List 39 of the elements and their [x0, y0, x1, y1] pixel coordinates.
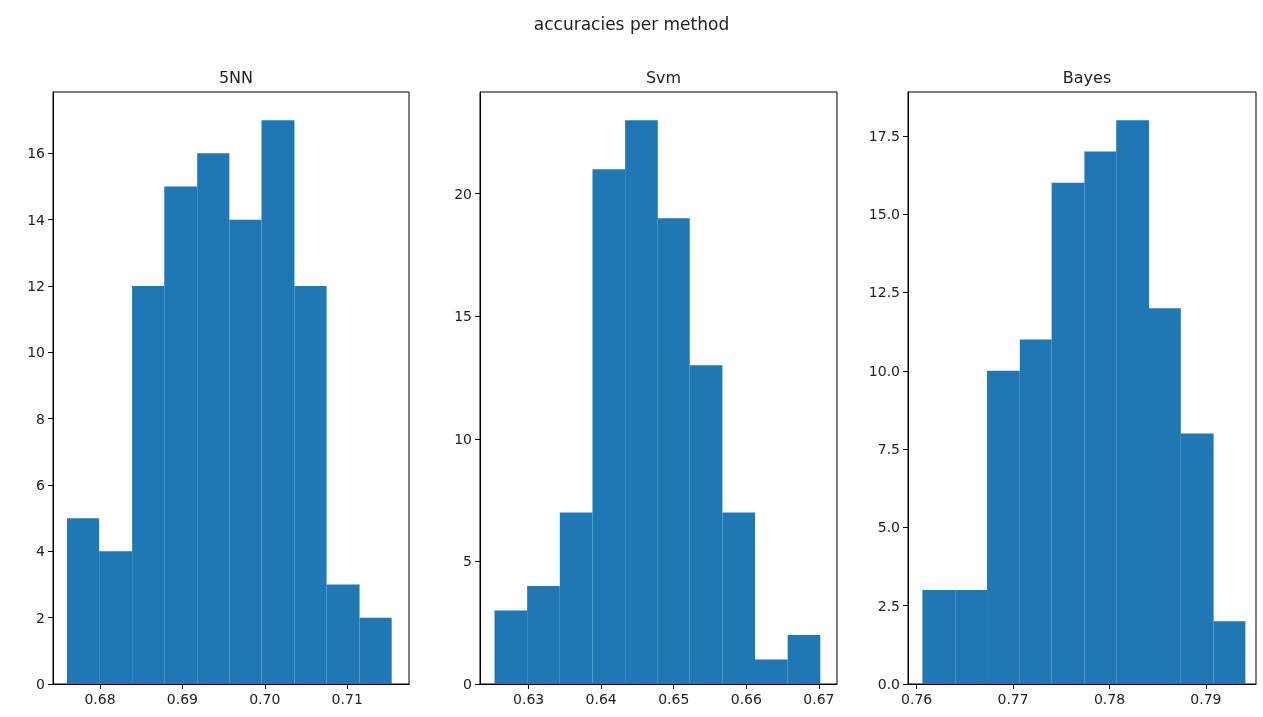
x-tick-label: 0.63: [513, 691, 545, 707]
y-tick-label: 10: [454, 430, 472, 447]
y-tick-label: 6: [36, 477, 46, 494]
x-tick-label: 0.77: [997, 691, 1029, 707]
x-tick-label: 0.65: [658, 691, 690, 707]
y-tick-label: 12.5: [868, 284, 900, 301]
y-tick-label: 5: [463, 553, 472, 570]
y-tick-label: 5.0: [877, 519, 900, 536]
x-tick-label: 0.70: [249, 691, 281, 707]
y-tick-label: 16: [27, 145, 46, 162]
y-tick-label: 0: [36, 676, 45, 692]
y-tick-label: 7.5: [877, 441, 900, 458]
text: accuracies per method: [532, 14, 731, 34]
y-tick-label: 14: [27, 211, 46, 228]
y-tick-label: 12: [27, 278, 45, 295]
x-tick-label: 0.78: [1093, 691, 1126, 707]
x-tick-label: 0.79: [1190, 691, 1222, 707]
x-tick-label: 0.64: [585, 691, 617, 707]
x-tick-label: 0.71: [331, 691, 363, 707]
chart-title: 5NN: [218, 67, 254, 87]
x-tick-label: 0.76: [901, 691, 933, 707]
x-tick-label: 0.67: [803, 691, 835, 707]
y-tick-label: 2.5: [877, 597, 900, 614]
y-tick-label: 4: [36, 543, 46, 560]
y-tick-label: 17.5: [868, 127, 900, 144]
y-tick-label: 0: [463, 676, 472, 692]
y-tick-label: 15.0: [868, 206, 900, 223]
y-tick-label: 0.0: [877, 676, 900, 692]
x-tick-label: 0.66: [730, 691, 762, 707]
y-tick-label: 10: [27, 344, 45, 361]
y-tick-label: 8: [36, 410, 45, 427]
x-tick-label: 0.68: [84, 691, 116, 707]
y-tick-label: 20: [454, 185, 472, 202]
chart-title: Svm: [645, 67, 682, 87]
x-tick-label: 0.69: [166, 691, 198, 707]
y-tick-label: 10.0: [868, 362, 900, 379]
y-tick-label: 15: [454, 308, 472, 325]
chart-title: Bayes: [1062, 67, 1112, 87]
y-tick-label: 2: [36, 609, 45, 626]
